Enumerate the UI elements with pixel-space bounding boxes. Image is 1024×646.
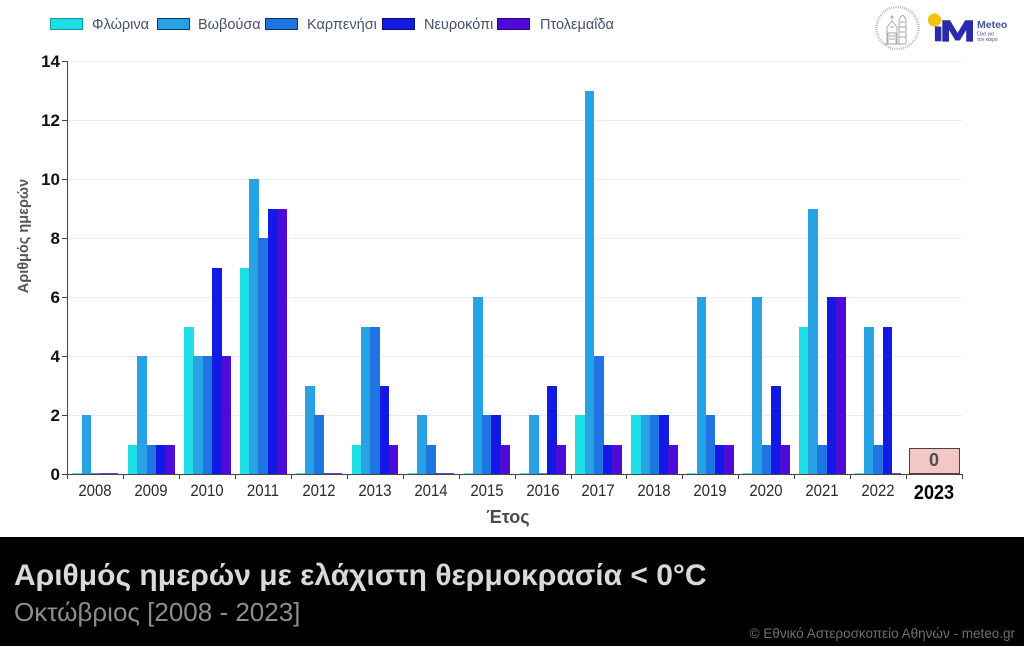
svg-text:τον καιρό: τον καιρό bbox=[977, 36, 998, 43]
svg-text:Meteo: Meteo bbox=[977, 19, 1007, 31]
svg-text:Όλα για: Όλα για bbox=[976, 32, 994, 38]
